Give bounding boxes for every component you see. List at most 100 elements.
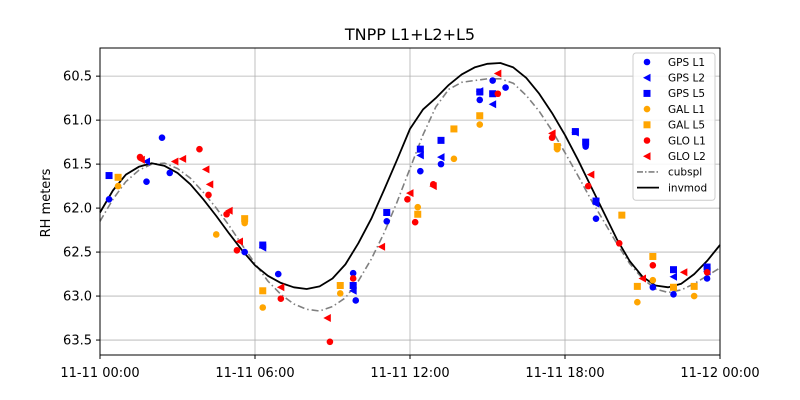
glo-l2-point (586, 170, 595, 179)
glo-l2-point (201, 165, 210, 174)
x-tick-label: 11-11 18:00 (525, 366, 604, 381)
x-tick-label: 11-12 00:00 (680, 366, 759, 381)
glo-l2-point (406, 189, 414, 198)
y-tick-label: 60.5 (63, 70, 92, 85)
y-tick-label: 61.0 (63, 114, 92, 129)
gal-l5-point (259, 287, 267, 295)
legend-gps-l2-label: GPS L2 (668, 73, 705, 85)
gps-l1-point (417, 167, 424, 175)
legend-invmod-label: invmod (668, 182, 707, 194)
gps-l1-point (166, 169, 174, 177)
x-tick-label: 11-11 00:00 (60, 366, 139, 381)
glo-l1-point (584, 182, 592, 190)
legend-glo-l2-marker (643, 152, 651, 161)
glo-l2-point (205, 180, 214, 189)
invmod-curve (99, 62, 721, 290)
gps-l5-point (416, 145, 424, 153)
gps-l1-point (670, 291, 677, 298)
gal-l1-point (414, 203, 422, 211)
gal-l5-point (633, 282, 641, 290)
gps-l2-point (669, 272, 677, 281)
gps-l5-point (592, 197, 600, 205)
legend-gal-l5-label: GAL L5 (668, 120, 705, 132)
y-tick-label: 61.5 (63, 158, 92, 173)
gal-l5-point (336, 282, 344, 290)
gal-l5-point (618, 211, 626, 219)
glo-l1-point (615, 239, 623, 247)
glo-l2-point (493, 69, 502, 78)
gps-l5-point (476, 88, 484, 96)
legend-glo-l1-label: GLO L1 (668, 135, 706, 147)
legend-gal-l1-marker (643, 105, 651, 113)
gps-l5-point (437, 136, 445, 144)
glo-l1-point (404, 196, 411, 203)
chart-title: TNPP L1+L2+L5 (344, 25, 475, 44)
gps-l5-point (105, 172, 113, 180)
data-points (105, 69, 711, 346)
legend-gal-l5-marker (643, 121, 651, 129)
glo-l1-point (196, 145, 203, 153)
gal-l1-point (336, 290, 344, 297)
glo-l1-point (349, 275, 357, 282)
gal-l5-point (476, 112, 484, 120)
gal-l5-point (114, 173, 122, 181)
gps-l2-point (488, 100, 497, 109)
glo-l1-point (411, 218, 419, 226)
gal-l5-point (241, 215, 249, 223)
gps-l5-point (571, 128, 579, 136)
gal-l5-point (553, 143, 561, 151)
x-tick-label: 11-11 06:00 (215, 366, 294, 381)
gal-l1-point (114, 182, 122, 190)
gps-l1-point (143, 178, 150, 186)
x-tick-label: 11-11 12:00 (370, 366, 449, 381)
gps-l1-point (476, 96, 484, 104)
gps-l1-point (383, 217, 391, 225)
gal-l5-point (649, 252, 657, 260)
gal-l1-point (649, 276, 657, 284)
legend-cubspl-label: cubspl (668, 167, 702, 179)
gps-l5-point (259, 241, 267, 249)
gps-l1-point (489, 77, 496, 84)
y-tick-label: 62.0 (63, 202, 92, 217)
gps-l2-point (416, 151, 424, 160)
gps-l1-point (437, 160, 445, 168)
glo-l2-point (235, 237, 243, 246)
model-curves (99, 62, 721, 312)
glo-l2-point (638, 274, 646, 283)
glo-l1-point (494, 90, 502, 98)
legend-glo-l1-marker (643, 137, 651, 144)
gps-l5-point (670, 266, 677, 274)
glo-l2-point (429, 182, 437, 191)
legend-gps-l2-marker (643, 73, 651, 82)
glo-l1-point (326, 338, 334, 346)
y-tick-label: 62.5 (63, 246, 92, 261)
gal-l1-point (259, 304, 267, 311)
gps-l1-point (703, 275, 711, 282)
gps-l5-point (349, 282, 357, 290)
gps-l1-point (592, 215, 600, 222)
gps-l1-point (158, 134, 166, 142)
gal-l1-point (450, 155, 458, 163)
glo-l2-point (137, 155, 145, 164)
gps-l1-point (274, 270, 282, 278)
gal-l1-point (212, 231, 220, 238)
gps-l1-point (349, 269, 357, 277)
glo-l1-point (223, 210, 230, 218)
legend-gps-l5-marker (643, 89, 651, 97)
legend: GPS L1 GPS L2 GPS L5 GAL L1 GAL L5 GLO L1 GLO … (632, 52, 716, 201)
y-tick-label: 63.5 (63, 334, 92, 349)
gal-l1-point (476, 121, 484, 128)
gal-l1-point (634, 298, 641, 306)
gal-l1-point (690, 292, 698, 300)
gps-l2-point (437, 153, 445, 162)
legend-glo-l2-label: GLO L2 (668, 151, 706, 163)
glo-l1-point (649, 261, 657, 269)
legend-gps-l1-marker (643, 58, 651, 66)
legend-gps-l1-label: GPS L1 (668, 57, 705, 69)
y-tick-label: 63.0 (63, 290, 92, 305)
grid (99, 48, 721, 355)
gps-l1-point (352, 297, 360, 304)
legend-gal-l1-label: GAL L1 (668, 104, 705, 116)
glo-l1-point (233, 247, 241, 254)
